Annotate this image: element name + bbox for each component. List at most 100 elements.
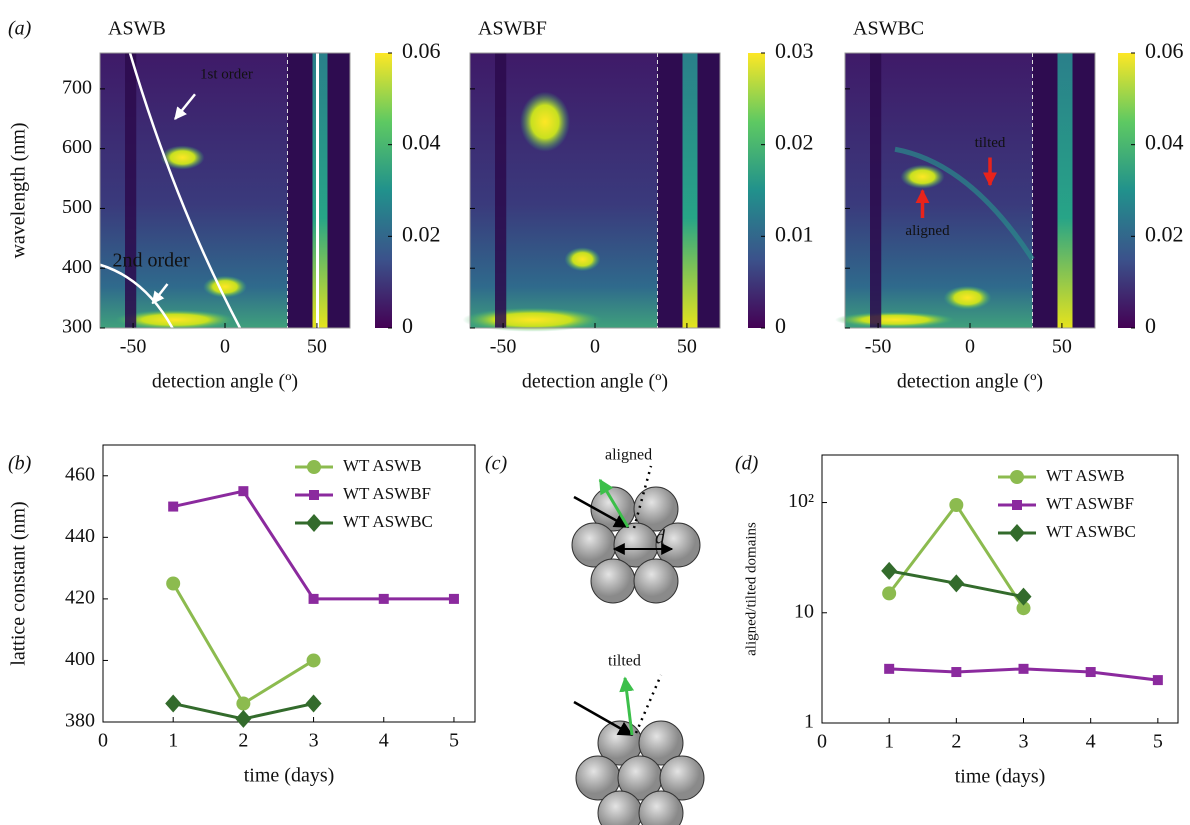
marker — [1015, 587, 1032, 606]
y-tick-label: 10 — [794, 600, 814, 622]
bright-spot — [835, 311, 955, 328]
x-tick-label: 0 — [817, 731, 827, 753]
colorbar-tick-label: 0.02 — [402, 221, 441, 246]
marker — [378, 593, 389, 604]
colorbar-tick-label: 0.03 — [775, 38, 814, 63]
colorbar-tick-label: 0.04 — [1145, 130, 1184, 155]
colorbar-tick-label: 0.02 — [1145, 221, 1184, 246]
x-axis-label: detection angle (º) — [152, 371, 298, 393]
marker — [238, 486, 249, 497]
dark-strip — [870, 53, 882, 328]
incident-arrow — [573, 495, 630, 529]
heatmap-panel: 0 0.01 0.02 0.03 ASWBF -50 0 50 detection angle … — [462, 18, 814, 393]
y-tick-label: 440 — [65, 525, 95, 547]
x-axis-label: time (days) — [955, 766, 1046, 788]
marker — [949, 498, 964, 513]
colorbar-tick-label: 0.06 — [402, 38, 441, 63]
heatmap-panel: 0 0.02 0.04 0.06 ASWBC -50 0 50 detection angle … — [835, 18, 1184, 393]
order-curve — [128, 52, 242, 329]
x-tick-label: 4 — [1086, 731, 1096, 753]
x-axis-label: time (days) — [244, 765, 335, 787]
marker — [168, 501, 179, 512]
panel-label: (b) — [8, 453, 32, 475]
y-tick-label: 380 — [65, 710, 95, 732]
marker — [951, 667, 962, 678]
y-tick-label: 500 — [62, 196, 92, 218]
marker — [882, 586, 897, 601]
colorbar-tick-label: 0 — [1145, 313, 1156, 338]
colorbar — [375, 53, 392, 328]
y-axis-label: aligned/tilted domains — [743, 522, 759, 656]
legend-label: WT ASWBC — [1046, 522, 1136, 541]
dark-strip — [125, 53, 137, 328]
bright-band — [682, 53, 698, 328]
y-tick-label: 400 — [65, 648, 95, 670]
diagram-label: d — [655, 527, 666, 549]
x-axis-label: detection angle (º) — [522, 371, 668, 393]
annotation-arrow — [151, 283, 169, 305]
marker — [1085, 667, 1096, 678]
colorbar-tick-label: 0.06 — [1145, 38, 1184, 63]
bright-band — [1057, 53, 1073, 328]
y-tick-label: 10² — [788, 490, 814, 512]
x-axis-label: detection angle (º) — [897, 371, 1043, 393]
y-tick-label: 600 — [62, 136, 92, 158]
marker — [307, 460, 321, 474]
colorbar-tick-label: 0.04 — [402, 130, 441, 155]
annotation: tilted — [975, 135, 1006, 151]
diagram-label: tilted — [608, 653, 641, 670]
marker — [166, 576, 181, 591]
marker — [306, 514, 322, 532]
x-tick-label: 50 — [307, 336, 327, 358]
bright-spot — [160, 145, 205, 170]
y-tick-label: 420 — [65, 586, 95, 608]
legend-label: WT ASWB — [1046, 466, 1125, 485]
chart-title: ASWBF — [478, 18, 547, 40]
y-axis-label: wavelength (nm) — [8, 122, 30, 258]
x-tick-label: 2 — [951, 731, 961, 753]
x-tick-label: 3 — [309, 730, 319, 752]
x-tick-label: 50 — [1052, 336, 1072, 358]
marker — [235, 709, 252, 728]
dark-strip — [495, 53, 507, 328]
annotation: 1st order — [200, 66, 253, 82]
bright-spot — [943, 285, 992, 310]
marker — [884, 663, 895, 674]
legend-label: WT ASWBC — [343, 512, 433, 531]
legend-label: WT ASWBF — [1046, 494, 1134, 513]
marker — [1016, 601, 1031, 616]
x-tick-label: 5 — [1153, 731, 1163, 753]
x-tick-label: 0 — [220, 336, 230, 358]
legend-label: WT ASWB — [343, 456, 422, 475]
bright-spot — [564, 247, 601, 272]
chart-title: ASWB — [108, 18, 166, 40]
reflected-arrow — [598, 478, 630, 528]
legend-label: WT ASWBF — [343, 484, 431, 503]
bright-band — [312, 53, 328, 328]
marker — [308, 593, 319, 604]
panel-label: (c) — [485, 453, 508, 475]
y-tick-label: 300 — [62, 316, 92, 338]
line-panel: 0 1 2 3 4 5 380 400 420 440 460 time (days) lattice … — [8, 444, 476, 787]
colorbar — [1118, 53, 1135, 328]
annotation: 2nd order — [113, 250, 191, 272]
colorbar-tick-label: 0 — [402, 313, 413, 338]
x-tick-label: 4 — [379, 730, 389, 752]
bright-spot — [520, 91, 570, 152]
reflected-arrow — [619, 676, 635, 736]
x-tick-label: 0 — [965, 336, 975, 358]
marker — [448, 593, 459, 604]
colorbar-tick-label: 0.02 — [775, 130, 814, 155]
x-tick-label: -50 — [120, 336, 147, 358]
marker — [881, 561, 898, 580]
series-line — [172, 489, 454, 601]
chart-title: ASWBC — [853, 18, 924, 40]
y-tick-label: 1 — [804, 711, 814, 733]
heatmap-panel: 0 0.02 0.04 0.06 ASWB -50 0 50 300 400 500 600 700 de… — [8, 18, 441, 393]
x-tick-label: 1 — [884, 731, 894, 753]
marker — [309, 490, 319, 500]
panel-label: (d) — [735, 453, 759, 475]
diagram-label: aligned — [605, 447, 652, 464]
